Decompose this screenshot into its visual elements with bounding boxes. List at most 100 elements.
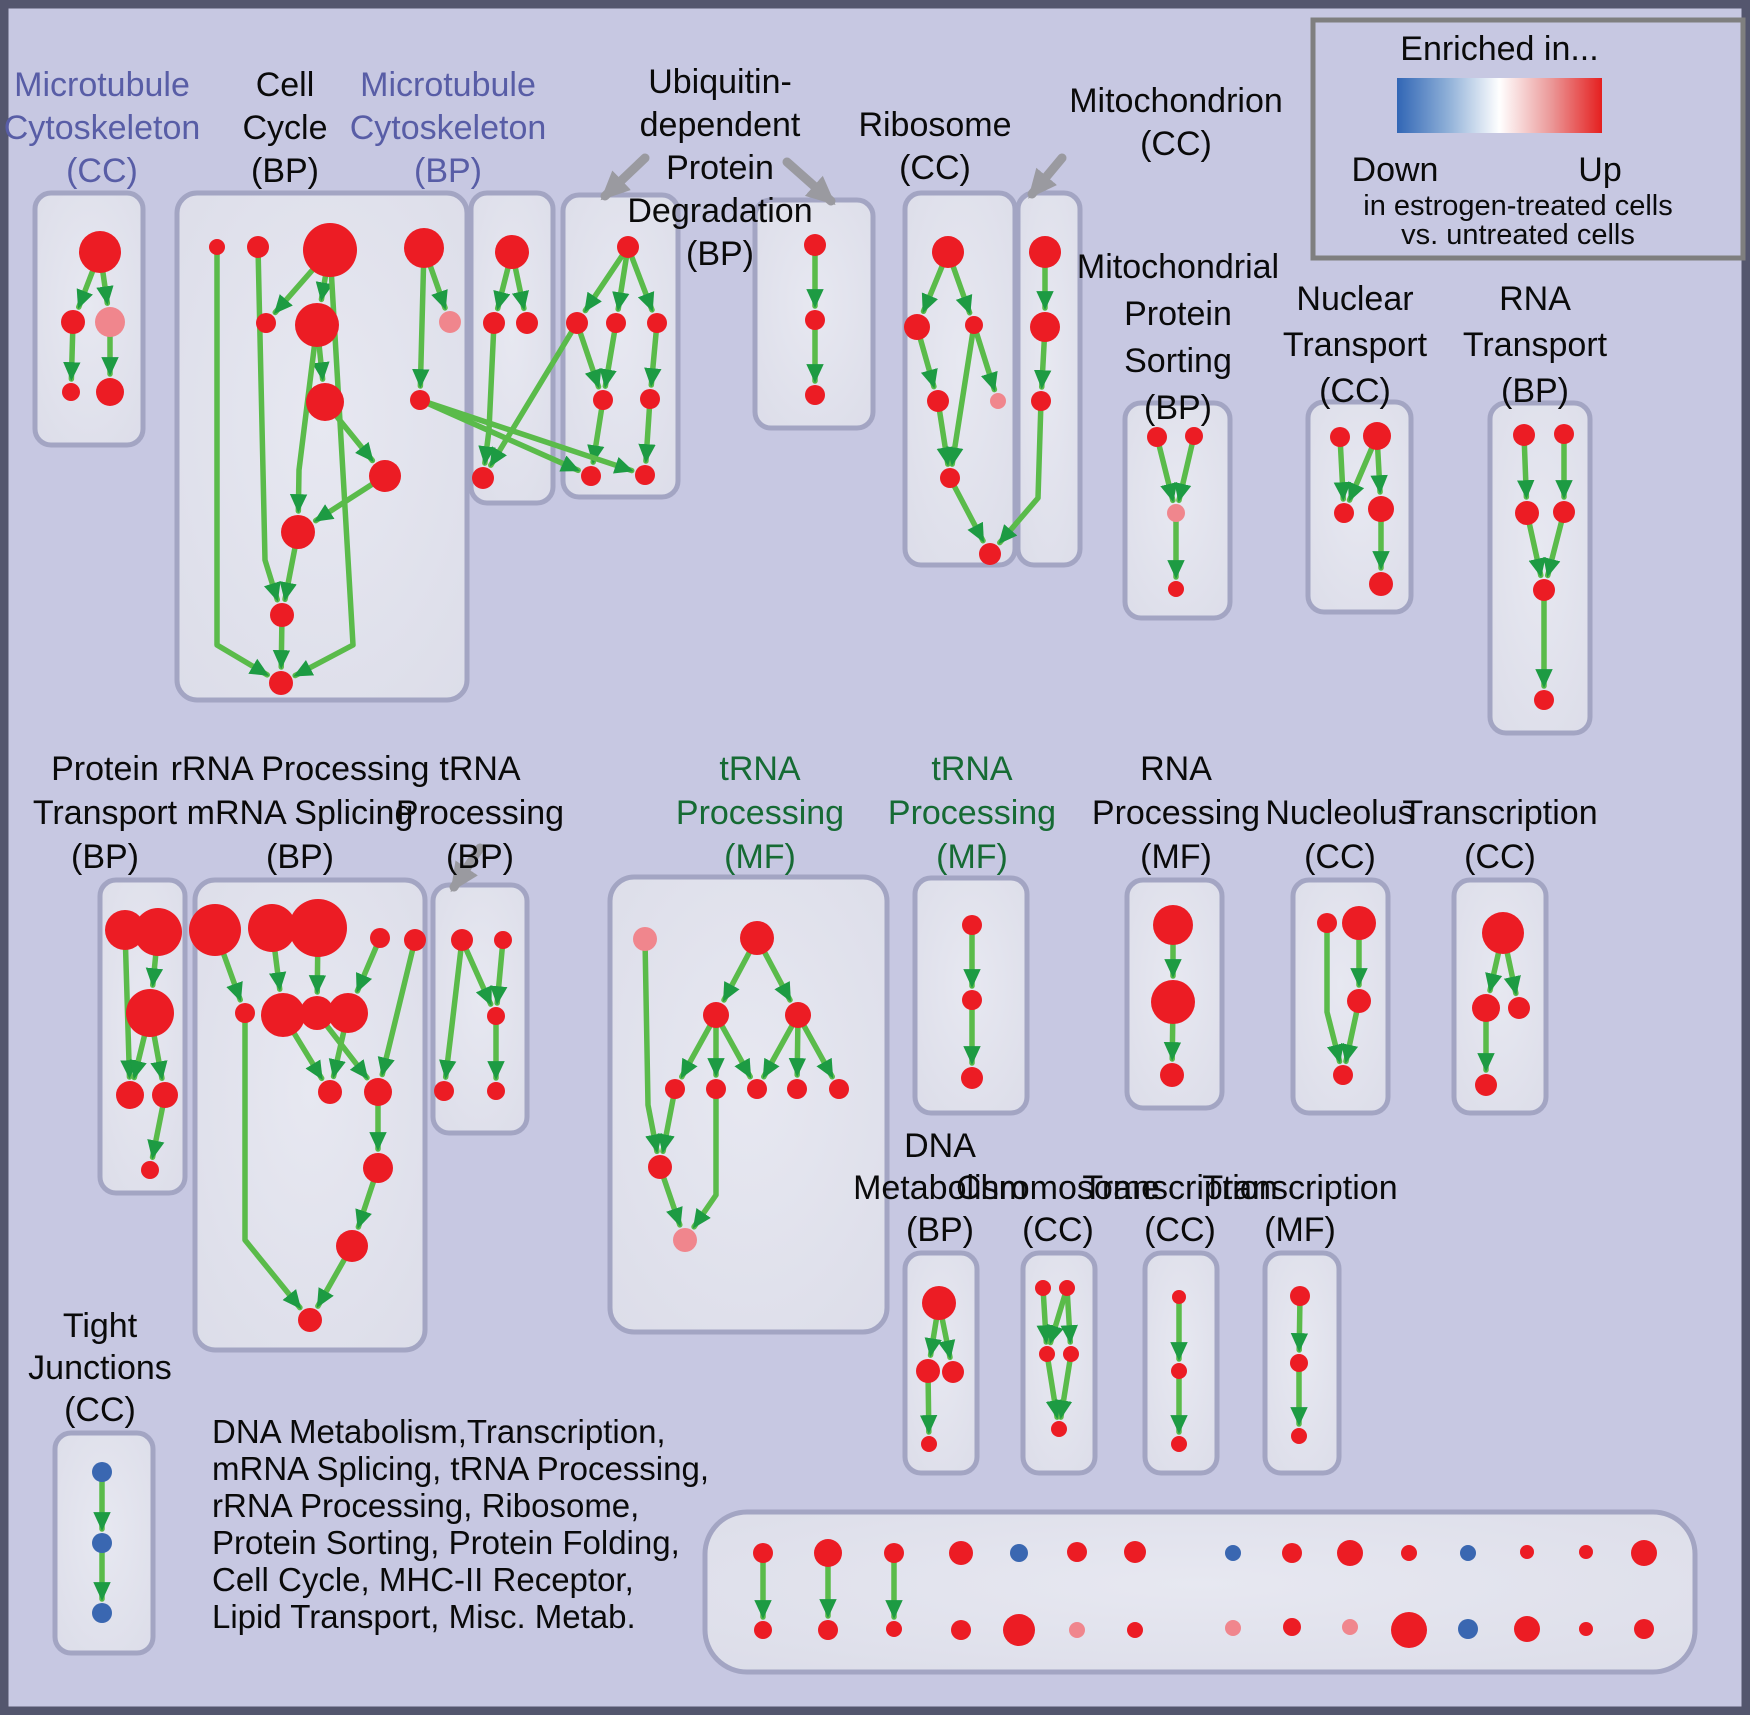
trna-processing-mf2-label-line-0: tRNA bbox=[931, 750, 1013, 788]
go-edge bbox=[1054, 1351, 1074, 1420]
go-term-node-tight-2 bbox=[92, 1603, 112, 1623]
go-term-node-ub2-2 bbox=[805, 385, 825, 405]
transcription-cc-mid-label-line-0: Transcription bbox=[1402, 794, 1597, 832]
go-term-node-trna_bp-4 bbox=[487, 1082, 505, 1100]
misc-categories-text: DNA Metabolism,Transcription, mRNA Splici… bbox=[212, 1413, 709, 1635]
go-term-node-dots-10 bbox=[1401, 1545, 1417, 1561]
go-term-node-mito-0 bbox=[1029, 236, 1061, 268]
rrna-processing-label-line-1: mRNA Splicing bbox=[187, 794, 414, 832]
go-term-node-trna_mf-3 bbox=[785, 1002, 811, 1028]
microtubule-cc-label: Microtubule Cytoskeleton (CC) bbox=[4, 66, 201, 190]
legend-box bbox=[1310, 17, 1746, 261]
nucleolus-label-line-1: (CC) bbox=[1304, 838, 1376, 876]
dna-metabolism-label: DNA Metabolism (BP) bbox=[853, 1127, 1027, 1249]
go-term-node-cc-7 bbox=[410, 390, 430, 410]
legend-up: Up bbox=[1578, 151, 1621, 189]
go-term-node-rt-5 bbox=[1534, 690, 1554, 710]
go-edge bbox=[599, 320, 619, 389]
ubiquitin-label-line-0: Ubiquitin- bbox=[648, 63, 792, 101]
go-term-node-trna_bp-1 bbox=[494, 931, 512, 949]
go-term-node-rrna-4 bbox=[404, 929, 426, 951]
go-term-node-mt_cc-0 bbox=[79, 231, 121, 273]
trna-processing-bp-label-line-1: Processing bbox=[396, 794, 564, 832]
microtubule-bp-label-line-1: Cytoskeleton bbox=[350, 109, 547, 147]
ribosome-label: Ribosome (CC) bbox=[858, 106, 1011, 187]
arrow-to-ubiquitin-box2 bbox=[782, 157, 836, 206]
trna-processing-mf1-label: tRNA Processing (MF) bbox=[676, 750, 844, 876]
go-edge bbox=[997, 398, 1044, 546]
go-term-node-tr_cc_m-1 bbox=[1472, 994, 1500, 1022]
go-term-node-cc-9 bbox=[369, 460, 401, 492]
go-term-node-dots-25 bbox=[1391, 1612, 1427, 1648]
chromosome-label: Chromosome (CC) bbox=[956, 1169, 1160, 1249]
go-term-node-nt-0 bbox=[1330, 427, 1350, 447]
go-term-node-mt_bp-0 bbox=[495, 235, 529, 269]
go-term-node-cc-12 bbox=[269, 671, 293, 695]
protein-transport-label: Protein Transport (BP) bbox=[33, 750, 178, 876]
go-term-node-trna_mf-5 bbox=[706, 1079, 726, 1099]
go-term-node-cc-5 bbox=[295, 303, 339, 347]
microtubule-bp-label-line-2: (BP) bbox=[414, 152, 482, 190]
go-term-node-nt-2 bbox=[1334, 503, 1354, 523]
go-term-node-nucl-0 bbox=[1317, 913, 1337, 933]
go-term-node-dots-2 bbox=[884, 1543, 904, 1563]
trna-processing-mf1-label-line-0: tRNA bbox=[719, 750, 801, 788]
go-term-node-mt_cc-4 bbox=[96, 378, 124, 406]
legend-sub1: in estrogen-treated cells bbox=[1363, 190, 1673, 222]
go-edge bbox=[459, 937, 494, 1007]
go-term-node-ub1-5 bbox=[640, 389, 660, 409]
go-term-node-cc-6 bbox=[439, 311, 461, 333]
go-term-node-rt-3 bbox=[1553, 501, 1575, 523]
go-term-node-cc-1 bbox=[247, 236, 269, 258]
go-term-node-dna-1 bbox=[916, 1359, 940, 1383]
go-term-node-ub1-7 bbox=[635, 465, 655, 485]
go-term-node-rrna-10 bbox=[364, 1078, 392, 1106]
go-term-node-pt-0 bbox=[105, 910, 145, 950]
go-edge bbox=[417, 397, 635, 474]
nucleolus-label-line-0: Nucleolus bbox=[1265, 794, 1414, 832]
go-edge bbox=[1154, 434, 1178, 504]
legend-title: Enriched in... bbox=[1400, 30, 1598, 68]
go-edge bbox=[439, 937, 465, 1080]
cell-cycle-label-line-1: Cycle bbox=[242, 109, 327, 147]
protein-transport-label-line-2: (BP) bbox=[71, 838, 139, 876]
go-term-node-tr_mf-2 bbox=[1291, 1428, 1307, 1444]
go-term-node-tr_cc_m-2 bbox=[1508, 997, 1530, 1019]
go-term-node-cc-2 bbox=[303, 223, 357, 277]
go-term-node-dots-22 bbox=[1225, 1620, 1241, 1636]
go-term-node-dots-9 bbox=[1337, 1540, 1363, 1566]
mitochondrion-label: Mitochondrion (CC) bbox=[1069, 82, 1283, 163]
rna-processing-mf-label: RNA Processing (MF) bbox=[1092, 750, 1260, 876]
legend-gradient-bar bbox=[1397, 78, 1602, 133]
rna-processing-mf-label-line-0: RNA bbox=[1140, 750, 1212, 788]
go-term-node-pt-5 bbox=[141, 1161, 159, 1179]
transcription-mf-label: Transcription (MF) bbox=[1202, 1169, 1397, 1249]
go-edge bbox=[292, 247, 356, 679]
trna-processing-mf1-label-line-1: Processing bbox=[676, 794, 844, 832]
go-term-node-dna-0 bbox=[922, 1286, 956, 1320]
go-term-node-trna_bp-0 bbox=[451, 929, 473, 951]
go-term-node-ub1-3 bbox=[647, 313, 667, 333]
go-term-node-rrna-6 bbox=[261, 993, 305, 1037]
nuclear-transport-label: Nuclear Transport (CC) bbox=[1283, 280, 1428, 410]
go-edge bbox=[947, 475, 986, 544]
arrow-to-trna-bp-box bbox=[449, 843, 485, 893]
rna-transport-label-line-2: (BP) bbox=[1501, 372, 1569, 410]
go-term-node-mt_bp-2 bbox=[516, 312, 538, 334]
go-edge bbox=[638, 396, 656, 464]
go-term-node-rrna-11 bbox=[363, 1153, 393, 1183]
go-term-node-rt-1 bbox=[1554, 424, 1574, 444]
go-edge bbox=[1333, 434, 1352, 502]
go-edge bbox=[377, 937, 418, 1078]
rrna-processing-label-line-2: (BP) bbox=[266, 838, 334, 876]
go-term-node-dots-11 bbox=[1460, 1545, 1476, 1561]
go-term-node-rrna-7 bbox=[300, 996, 334, 1030]
ubiquitin-label-line-3: Degradation bbox=[627, 192, 812, 230]
go-term-node-ub1-1 bbox=[566, 312, 588, 334]
cell-cycle-label-line-2: (BP) bbox=[251, 152, 319, 190]
go-edge bbox=[1174, 433, 1197, 504]
go-term-node-chrom-3 bbox=[1063, 1346, 1079, 1362]
go-edge bbox=[289, 322, 320, 514]
